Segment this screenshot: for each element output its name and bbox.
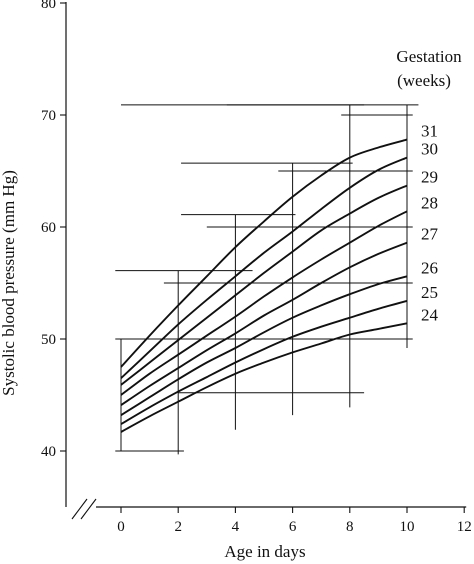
axis-break-mark bbox=[80, 498, 97, 520]
series-label-25: 25 bbox=[421, 283, 438, 302]
series-line-31 bbox=[120, 138, 408, 368]
y-axis-title: Systolic blood pressure (mm Hg) bbox=[0, 170, 18, 396]
x-tick-label: 10 bbox=[400, 519, 415, 535]
y-tick-label: 60 bbox=[41, 220, 56, 236]
series-lines bbox=[120, 138, 408, 433]
y-tick-label: 50 bbox=[41, 332, 56, 348]
axis-break-mark bbox=[71, 498, 88, 520]
series-label-28: 28 bbox=[421, 193, 438, 212]
x-axis-title: Age in days bbox=[224, 542, 305, 561]
x-tick-label: 8 bbox=[346, 519, 354, 535]
series-line-26 bbox=[120, 275, 408, 417]
series-label-24: 24 bbox=[421, 305, 439, 324]
x-tick-label: 2 bbox=[174, 519, 182, 535]
series-label-29: 29 bbox=[421, 168, 438, 187]
series-line-28 bbox=[120, 210, 408, 396]
y-tick-label: 80 bbox=[41, 0, 56, 12]
series-label-30: 30 bbox=[421, 140, 438, 159]
series-label-31: 31 bbox=[421, 122, 438, 141]
legend-title-line-2: (weeks) bbox=[397, 71, 451, 90]
series-line-29 bbox=[120, 184, 408, 386]
series-line-24 bbox=[120, 322, 408, 433]
y-tick-label: 70 bbox=[41, 108, 56, 124]
error-bars bbox=[115, 104, 419, 455]
series-label-26: 26 bbox=[421, 258, 438, 277]
legend-title-line-1: Gestation bbox=[396, 47, 462, 66]
x-tick-label: 6 bbox=[289, 519, 297, 535]
axes bbox=[60, 2, 467, 520]
x-tick-label: 12 bbox=[457, 519, 472, 535]
series-line-30 bbox=[120, 156, 408, 379]
x-tick-label: 0 bbox=[117, 519, 125, 535]
y-tick-label: 40 bbox=[41, 444, 56, 460]
series-label-27: 27 bbox=[421, 225, 439, 244]
series-line-25 bbox=[120, 299, 408, 425]
series-line-27 bbox=[120, 241, 408, 406]
x-tick-label: 4 bbox=[232, 519, 240, 535]
